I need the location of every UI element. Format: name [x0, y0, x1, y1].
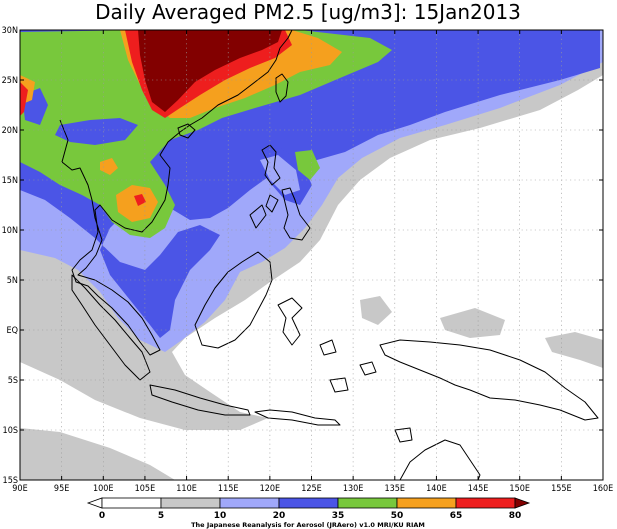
colorbar: 0 5 10 20 35 50 65 80	[86, 497, 531, 521]
colorbar-level-label: 20	[273, 511, 286, 521]
latitude-ticks: 30N 25N 20N 15N 10N 5N EQ 5S 10S 15S	[2, 26, 603, 486]
colorbar-level-label: 80	[509, 511, 522, 521]
lat-tick-label: 15S	[3, 476, 18, 486]
lon-tick-label: 110E	[176, 484, 197, 494]
lon-tick-label: 140E	[426, 484, 447, 494]
credit-text: The Japanese Reanalysis for Aerosol (JRA…	[191, 521, 425, 529]
colorbar-level-label: 5	[158, 511, 164, 521]
lat-tick-label: 30N	[2, 26, 18, 36]
lon-tick-label: 95E	[54, 484, 69, 494]
colorbar-level-label: 0	[99, 511, 105, 521]
colorbar-over-arrow	[514, 497, 531, 509]
lon-tick-label: 145E	[468, 484, 489, 494]
lon-tick-label: 125E	[301, 484, 322, 494]
lon-tick-label: 100E	[93, 484, 114, 494]
colorbar-swatch	[455, 497, 516, 509]
lon-tick-label: 160E	[593, 484, 614, 494]
pm25-band-35-50-green2	[295, 150, 320, 180]
lon-tick-label: 115E	[218, 484, 239, 494]
lon-tick-label: 130E	[343, 484, 364, 494]
colorbar-swatch	[337, 497, 398, 509]
lon-tick-label: 135E	[384, 484, 405, 494]
colorbar-under-arrow	[86, 497, 103, 509]
lon-tick-label: 105E	[135, 484, 156, 494]
lat-tick-label: 10N	[2, 226, 18, 236]
colorbar-swatch	[160, 497, 221, 509]
pm25-band-5-10-east	[440, 308, 505, 338]
colorbar-level-label: 50	[391, 511, 404, 521]
lat-tick-label: 20N	[2, 126, 18, 136]
gridlines	[20, 30, 603, 480]
lat-tick-label: EQ	[7, 326, 19, 336]
colorbar-level-label: 65	[450, 511, 463, 521]
lat-tick-label: 25N	[2, 76, 18, 86]
pm25-band-20-35-gulf	[55, 118, 138, 145]
pm25-band-5-10-south	[20, 428, 175, 480]
longitude-ticks: 90E 95E 100E 105E 110E 115E 120E 125E 130E 135E 14…	[12, 30, 613, 494]
lat-tick-label: 15N	[2, 176, 18, 186]
lat-tick-label: 5N	[7, 276, 18, 286]
lon-tick-label: 120E	[260, 484, 281, 494]
pm25-band-50-65-dot	[100, 158, 118, 175]
map-panel	[20, 30, 603, 480]
pm25-band-5-10-east2	[545, 332, 603, 368]
pm25-band-65-80-west	[20, 82, 28, 116]
lon-tick-label: 150E	[509, 484, 530, 494]
colorbar-swatch	[278, 497, 339, 509]
pm25-band-5-10-sulawesi	[360, 296, 392, 325]
lon-tick-label: 90E	[12, 484, 27, 494]
pm25-band-65-80-cambodia	[134, 194, 146, 206]
pm25-band-80plus	[138, 30, 282, 112]
map-title: Daily Averaged PM2.5 [ug/m3]: 15Jan2013	[95, 0, 521, 24]
pm25-band-35-50	[20, 30, 392, 238]
colorbar-swatch	[219, 497, 280, 509]
lat-tick-label: 10S	[3, 426, 18, 436]
colorbar-swatch	[101, 497, 162, 509]
pm25-band-10-20-inner	[260, 155, 300, 195]
lat-tick-label: 5S	[8, 376, 18, 386]
colorbar-level-label: 10	[214, 511, 227, 521]
colorbar-swatch	[396, 497, 457, 509]
lon-tick-label: 155E	[551, 484, 572, 494]
colorbar-level-label: 35	[332, 511, 345, 521]
